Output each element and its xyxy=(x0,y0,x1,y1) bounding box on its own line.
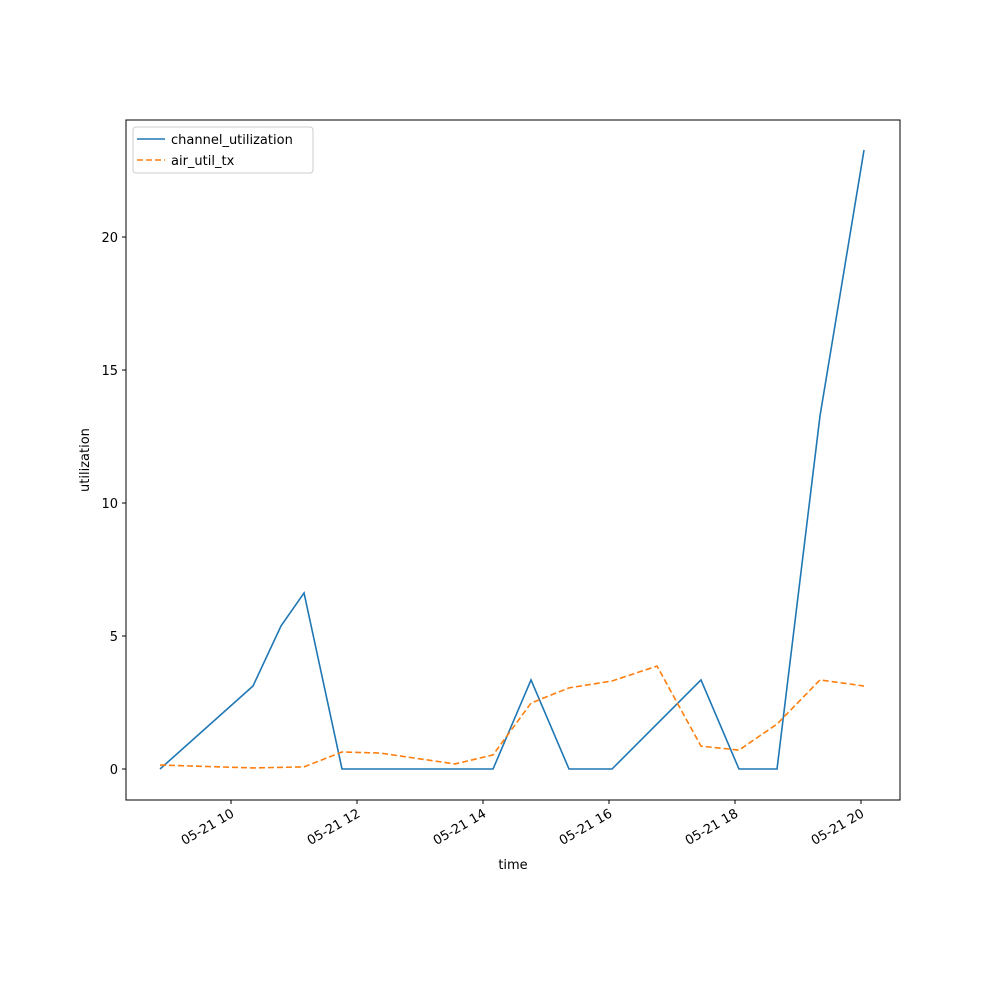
data-line xyxy=(159,665,865,769)
x-tick-label: 05-21 12 xyxy=(305,806,363,848)
data-line xyxy=(159,149,865,770)
legend-label: channel_utilization xyxy=(171,133,293,148)
plot-frame xyxy=(125,119,901,801)
y-tick-label: 10 xyxy=(101,497,118,512)
x-tick-label: 05-21 14 xyxy=(431,806,489,848)
y-tick-label: 20 xyxy=(101,231,118,246)
y-tick-label: 5 xyxy=(110,630,118,645)
y-tick-label: 15 xyxy=(101,364,118,379)
legend-box xyxy=(132,126,314,174)
x-tick-label: 05-21 18 xyxy=(683,806,741,848)
legend-label: air_util_tx xyxy=(171,154,235,169)
y-tick-label: 0 xyxy=(110,763,118,778)
x-tick-label: 05-21 10 xyxy=(179,806,237,848)
y-axis-label: utilization xyxy=(78,428,93,492)
x-tick-label: 05-21 20 xyxy=(809,806,867,848)
x-axis-label: time xyxy=(498,858,527,873)
x-tick-label: 05-21 16 xyxy=(557,806,615,848)
